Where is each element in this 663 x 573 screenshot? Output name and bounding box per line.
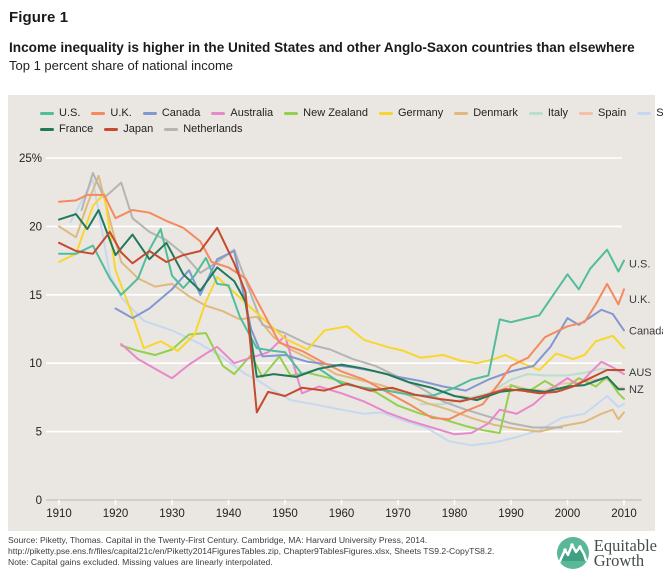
x-tick-label-1910: 1910 <box>46 508 72 520</box>
legend-label: Spain <box>598 107 627 119</box>
legend-item-italy: Italy <box>528 107 569 119</box>
legend-swatch <box>637 111 652 115</box>
legend-swatch <box>40 127 54 131</box>
legend-swatch <box>104 127 119 131</box>
y-tick-label-10: 10 <box>29 358 42 370</box>
legend-label: Germany <box>397 107 444 119</box>
legend-item-sweden: Sweden <box>637 107 663 119</box>
x-tick-label-1980: 1980 <box>442 508 468 520</box>
legend-swatch <box>40 111 54 115</box>
x-tick-label-1970: 1970 <box>385 508 411 520</box>
legend-item-denmark: Denmark <box>454 107 518 119</box>
series-line-sweden <box>69 178 625 447</box>
logo-word-2: Growth <box>593 551 645 570</box>
legend-label: Italy <box>547 107 569 119</box>
series-line-japan <box>58 226 625 414</box>
legend-swatch <box>454 111 469 115</box>
legend-label: Canada <box>161 107 201 119</box>
x-tick-label-1920: 1920 <box>103 508 129 520</box>
legend-row-2: France Japan Netherlands <box>40 123 254 135</box>
x-tick-label-1930: 1930 <box>159 508 185 520</box>
logo-chart-icon <box>556 537 589 569</box>
source-line-1: Source: Piketty, Thomas. Capital in the … <box>8 535 428 545</box>
legend-item-new-zealand: New Zealand <box>284 107 368 119</box>
series-line-france <box>58 209 625 402</box>
legend-swatch <box>579 111 594 115</box>
legend-item-netherlands: Netherlands <box>164 123 243 135</box>
source-note: Source: Piketty, Thomas. Capital in the … <box>8 535 548 568</box>
legend-swatch <box>528 111 543 115</box>
series-line-australia <box>120 334 625 436</box>
logo-wordmark: Equitable Growth <box>593 536 657 570</box>
legend-swatch <box>378 111 393 115</box>
source-line-3: Note: Capital gains excluded. Missing va… <box>8 557 273 567</box>
legend-label: Australia <box>230 107 274 119</box>
x-tick-label-1950: 1950 <box>272 508 298 520</box>
end-label-aus: AUS <box>629 367 652 379</box>
y-tick-label-15: 15 <box>29 290 42 302</box>
y-tick-label-5: 5 <box>36 427 42 439</box>
legend-label: Japan <box>123 123 154 135</box>
legend-swatch <box>164 127 179 131</box>
equitable-growth-logo: Equitable Growth <box>556 536 657 570</box>
legend-item-japan: Japan <box>104 123 153 135</box>
series-line-germany <box>58 192 625 371</box>
chart-canvas: 0 5 10 15 20 25% 1910 1920 1930 1940 1950 1960 1970 1… <box>19 153 663 520</box>
legend-swatch <box>142 111 157 115</box>
logo-word-1: Equitable <box>593 536 657 555</box>
y-tick-label-20: 20 <box>29 221 42 233</box>
x-tick-label-1940: 1940 <box>216 508 242 520</box>
legend-label: New Zealand <box>303 107 368 119</box>
logo-dot-3 <box>578 545 582 549</box>
logo-dot-2 <box>570 543 574 547</box>
legend-swatch <box>284 111 299 115</box>
y-tick-label-25: 25% <box>19 153 42 165</box>
legend-label: U.K. <box>110 107 132 119</box>
source-line-2: http://piketty.pse.ens.fr/files/capital2… <box>8 546 495 556</box>
x-tick-label-2010: 2010 <box>611 508 637 520</box>
legend-label: Netherlands <box>183 123 243 135</box>
legend-row-1: U.S. U.K. Canada Australia New Zealand German… <box>40 107 663 119</box>
logo-dot-1 <box>563 548 567 552</box>
legend-item-u-s-: U.S. <box>40 107 80 119</box>
legend-item-spain: Spain <box>579 107 626 119</box>
chart-panel: U.S. U.K. Canada Australia New Zealand German… <box>8 95 663 531</box>
legend-item-u-k-: U.K. <box>91 107 132 119</box>
legend-item-germany: Germany <box>378 107 444 119</box>
legend-label: Sweden <box>656 107 663 119</box>
legend-swatch <box>211 111 226 115</box>
end-label-u-k-: U.K. <box>629 294 650 306</box>
end-label-u-s-: U.S. <box>629 258 650 270</box>
series-line-u-k- <box>58 193 625 421</box>
x-tick-label-1990: 1990 <box>498 508 524 520</box>
legend-item-canada: Canada <box>142 107 201 119</box>
legend-label: France <box>59 123 94 135</box>
legend-item-australia: Australia <box>211 107 273 119</box>
figure-label: Figure 1 <box>9 9 69 26</box>
end-label-nz: NZ <box>629 384 644 396</box>
legend-swatch <box>91 111 106 115</box>
legend-item-france: France <box>40 123 93 135</box>
legend-label: Denmark <box>473 107 518 119</box>
x-tick-label-1960: 1960 <box>329 508 355 520</box>
chart-subtitle: Top 1 percent share of national income <box>9 58 234 73</box>
legend-label: U.S. <box>59 107 81 119</box>
x-tick-label-2000: 2000 <box>555 508 581 520</box>
end-label-canada: Canada <box>629 325 663 337</box>
chart-title: Income inequality is higher in the Unite… <box>9 40 635 55</box>
y-tick-label-0: 0 <box>36 495 42 507</box>
